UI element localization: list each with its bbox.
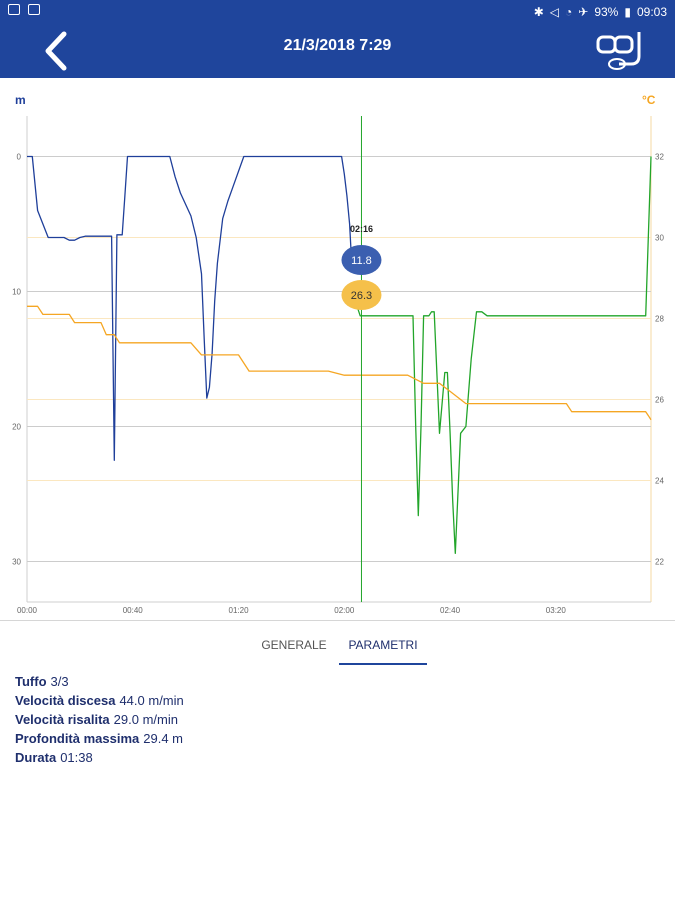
left-tick-label: 20 [12, 423, 21, 432]
cursor-depth-value: 11.8 [351, 255, 372, 267]
active-tab-indicator [339, 663, 427, 665]
right-tick-label: 26 [655, 396, 664, 405]
depth_past-line [27, 155, 353, 461]
right-tick-label: 30 [655, 234, 664, 243]
mute-icon: ◁ [549, 5, 560, 19]
x-tick-label: 00:00 [17, 606, 38, 615]
param-ascent-speed: Velocità risalita 29.0 m/min [15, 712, 178, 727]
x-tick-label: 02:00 [334, 606, 355, 615]
tab-generale[interactable]: GENERALE [261, 638, 327, 652]
back-arrow-icon[interactable] [36, 28, 82, 74]
bluetooth-icon: ✱ [533, 5, 544, 19]
wifi-icon: ◔ [565, 5, 573, 19]
file-notification-icon [28, 4, 40, 15]
app-bar: 21/3/2018 7:29 [0, 24, 675, 78]
right-tick-label: 22 [655, 558, 664, 567]
dive-parameters: Tuffo 3/3 Velocità discesa 44.0 m/min Velo… [15, 672, 184, 767]
x-tick-label: 00:40 [123, 606, 144, 615]
param-descent-speed: Velocità discesa 44.0 m/min [15, 693, 184, 708]
tab-parametri[interactable]: PARAMETRI [348, 638, 418, 652]
left-axis-unit: m [15, 93, 26, 107]
battery-icon: ▮ [624, 5, 631, 19]
snorkel-mask-logo-icon[interactable] [595, 30, 645, 72]
x-tick-label: 02:40 [440, 606, 461, 615]
dive-chart-svg: 32 30 28 26 24 22 0 10 20 30 00:00 00:40 01:20 02:00 0… [12, 93, 664, 615]
x-tick-label: 01:20 [229, 606, 250, 615]
battery-text: 93% [594, 5, 619, 19]
cursor-temp-bubble [341, 280, 382, 310]
param-max-depth: Profondità massima 29.4 m [15, 731, 184, 746]
clock: 09:03 [636, 5, 667, 19]
param-duration: Durata 01:38 [15, 750, 93, 765]
temperature-line [27, 305, 652, 421]
right-tick-label: 24 [655, 477, 664, 486]
cursor-time-label: 02:16 [350, 224, 373, 234]
x-tick-label: 03:20 [546, 606, 567, 615]
left-tick-label: 0 [17, 153, 22, 162]
page-title: 21/3/2018 7:29 [283, 37, 392, 54]
right-tick-label: 32 [655, 153, 664, 162]
tab-bar: GENERALE PARAMETRI [0, 620, 675, 666]
airplane-icon: ✈ [578, 5, 589, 19]
cursor-temp-value: 26.3 [351, 290, 372, 302]
param-dive-number: Tuffo 3/3 [15, 674, 69, 689]
right-tick-label: 28 [655, 315, 664, 324]
depth_current-line [354, 156, 652, 555]
left-tick-label: 10 [12, 288, 21, 297]
image-notification-icon [8, 4, 20, 15]
status-bar: ✱ ◁ ◔ ✈ 93% ▮ 09:03 [0, 0, 675, 24]
right-axis-unit: °C [642, 93, 656, 107]
left-tick-label: 30 [12, 558, 21, 567]
cursor-depth-bubble [341, 245, 382, 275]
dive-profile-chart[interactable]: 32 30 28 26 24 22 0 10 20 30 00:00 00:40 01:20 02:00 0… [0, 78, 675, 620]
